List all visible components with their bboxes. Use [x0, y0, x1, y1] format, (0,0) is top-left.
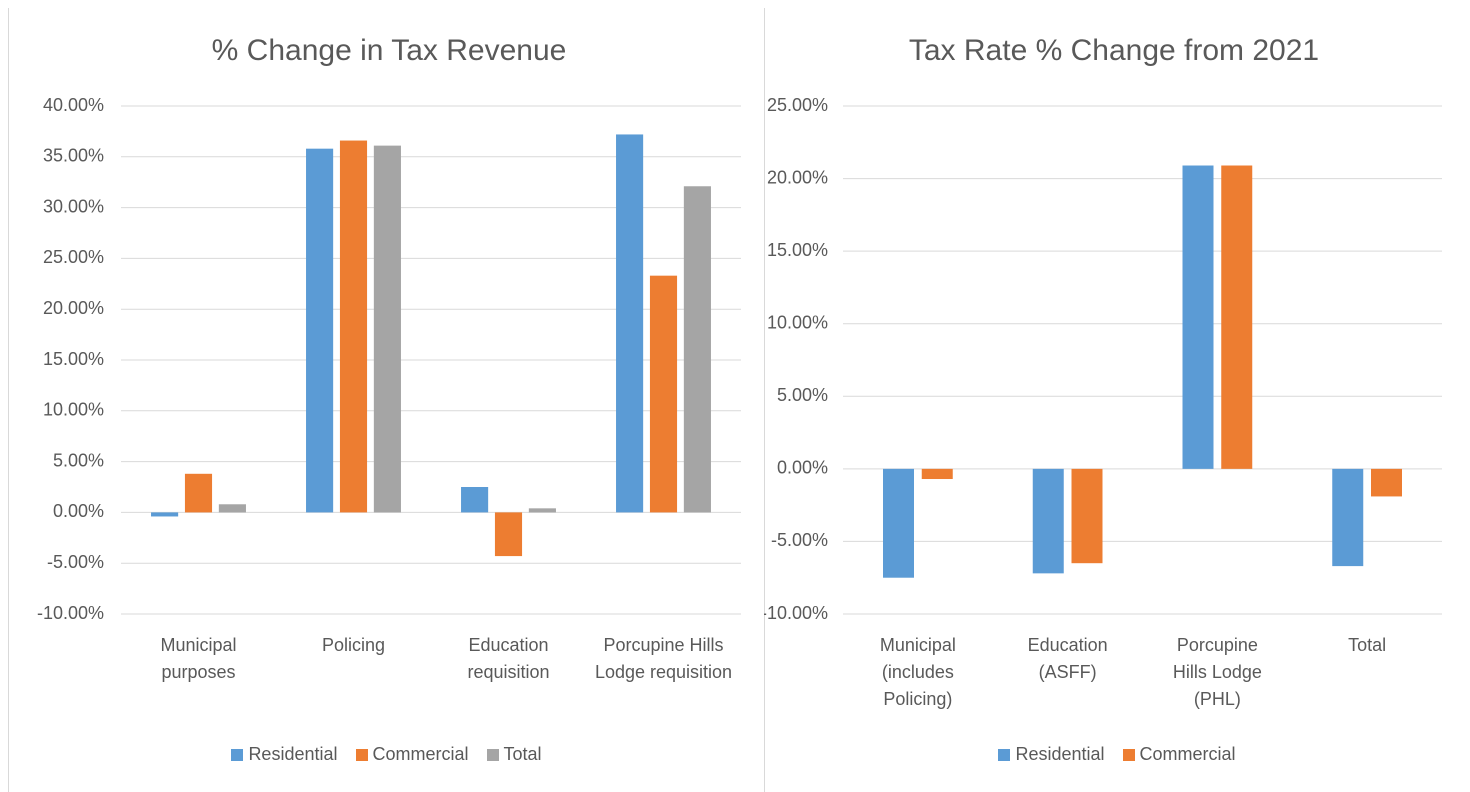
- legend-item: Residential: [998, 744, 1105, 765]
- legend-label: Residential: [248, 744, 338, 764]
- y-tick-label: 10.00%: [43, 400, 104, 420]
- chart-panel: % Change in Tax Revenue -10.00% -5.00% 0.00…: [8, 8, 765, 792]
- legend-label: Total: [503, 744, 542, 764]
- bar: [218, 504, 246, 513]
- bar: [1071, 468, 1103, 564]
- bar: [461, 487, 489, 513]
- bar: [1332, 468, 1364, 567]
- legend-swatch: [231, 748, 244, 761]
- x-tick-label: Municipal purposes: [160, 635, 237, 682]
- x-tick-label: Porcupine Hills Lodge (PHL): [1172, 635, 1262, 709]
- chart-title: % Change in Tax Revenue: [212, 34, 567, 67]
- legend: Residential Commercial Total: [9, 744, 764, 765]
- bar: [306, 148, 334, 513]
- bar: [883, 468, 915, 578]
- bar: [1370, 468, 1402, 497]
- legend-swatch: [486, 748, 499, 761]
- legend: Residential Commercial: [764, 744, 1470, 765]
- legend-item: Total: [486, 744, 542, 765]
- y-tick-label: 35.00%: [43, 146, 104, 166]
- bar: [184, 473, 213, 513]
- bar: [1221, 165, 1253, 469]
- legend-swatch: [355, 748, 368, 761]
- bar: [921, 468, 953, 480]
- y-tick-label: 0.00%: [53, 501, 104, 521]
- bar: [616, 134, 644, 513]
- bar: [1032, 468, 1064, 574]
- x-tick-label: Policing: [321, 635, 386, 655]
- y-tick-label: -10.00%: [764, 603, 828, 623]
- y-tick-label: 30.00%: [43, 196, 104, 216]
- chart-panel: Tax Rate % Change from 2021 -10.00% -5.00%…: [764, 8, 1470, 792]
- x-tick-label: Municipal (includes Policing): [879, 635, 956, 709]
- x-tick-label: Education requisition: [467, 635, 550, 682]
- y-tick-label: 20.00%: [43, 298, 104, 318]
- y-tick-label: 20.00%: [767, 167, 828, 187]
- chart: % Change in Tax Revenue -10.00% -5.00% 0.00…: [37, 34, 741, 623]
- y-tick-label: -10.00%: [37, 603, 104, 623]
- y-tick-label: -5.00%: [771, 530, 828, 550]
- bar: [649, 275, 678, 513]
- y-tick-label: 25.00%: [767, 95, 828, 115]
- y-tick-label: 40.00%: [43, 95, 104, 115]
- legend-label: Commercial: [1139, 744, 1236, 764]
- bar: [683, 186, 711, 513]
- legend-item: Commercial: [1122, 744, 1236, 765]
- bar: [494, 512, 523, 557]
- y-tick-label: 15.00%: [767, 240, 828, 260]
- y-tick-label: 10.00%: [767, 312, 828, 332]
- chart-title: Tax Rate % Change from 2021: [909, 34, 1319, 67]
- bar: [151, 512, 179, 517]
- y-tick-label: 25.00%: [43, 247, 104, 267]
- legend-item: Residential: [231, 744, 338, 765]
- x-tick-label: Total: [1348, 635, 1387, 655]
- x-tick-label: Porcupine Hills Lodge requisition: [594, 635, 733, 682]
- x-tick-label: Education (ASFF): [1027, 635, 1108, 682]
- y-tick-label: 15.00%: [43, 349, 104, 369]
- y-tick-label: 5.00%: [777, 385, 828, 405]
- legend-item: Commercial: [355, 744, 469, 765]
- y-tick-label: 5.00%: [53, 450, 104, 470]
- legend-label: Commercial: [372, 744, 469, 764]
- bar: [373, 145, 401, 513]
- legend-swatch: [998, 748, 1011, 761]
- chart: Tax Rate % Change from 2021 -10.00% -5.00%…: [764, 34, 1442, 623]
- bar: [1182, 165, 1214, 469]
- bar: [528, 508, 556, 513]
- y-tick-label: -5.00%: [47, 552, 104, 572]
- legend-label: Residential: [1015, 744, 1105, 764]
- legend-swatch: [1122, 748, 1135, 761]
- y-tick-label: 0.00%: [777, 458, 828, 478]
- bar: [339, 140, 368, 513]
